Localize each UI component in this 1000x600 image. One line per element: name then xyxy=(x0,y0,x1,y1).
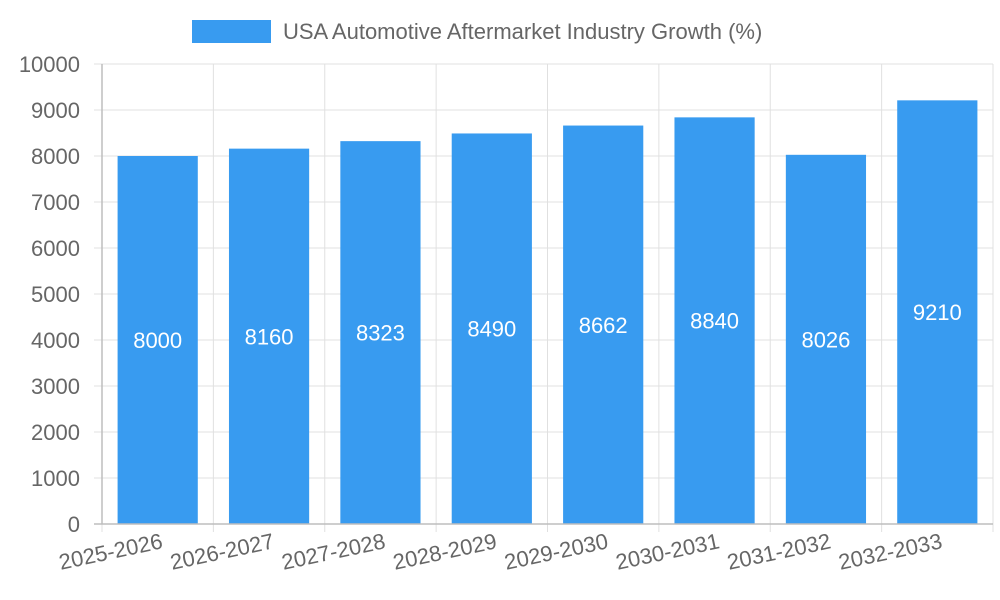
bar[interactable] xyxy=(117,156,198,524)
bar[interactable] xyxy=(674,117,755,525)
bar-value-label: 8840 xyxy=(690,309,739,334)
bar[interactable] xyxy=(897,100,978,524)
x-axis-tick-labels: 2025-2026 2026-2027 2027-2028 2028-2029 2029… xyxy=(57,528,945,574)
bar-value-label: 8160 xyxy=(245,324,294,349)
bar[interactable] xyxy=(563,125,644,524)
bar-value-label: 8323 xyxy=(356,321,405,346)
y-tick-label: 10000 xyxy=(19,52,80,77)
x-tick-label: 2026-2027 xyxy=(168,528,276,574)
bar[interactable] xyxy=(451,133,532,524)
y-tick-label: 9000 xyxy=(31,98,80,123)
bar[interactable] xyxy=(228,148,310,524)
bar-value-label: 9210 xyxy=(913,300,962,325)
bar-value-label: 8026 xyxy=(801,327,850,352)
x-tick-label: 2028-2029 xyxy=(391,528,499,574)
legend-swatch xyxy=(192,20,271,43)
y-tick-label: 2000 xyxy=(31,420,80,445)
y-axis-tick-labels: 0 1000 2000 3000 4000 5000 6000 7000 8000 9000 100… xyxy=(19,52,80,537)
data-labels: 8000 8160 8323 8490 8662 8840 8026 9210 xyxy=(133,300,962,353)
legend[interactable]: USA Automotive Aftermarket Industry Grow… xyxy=(192,19,762,44)
legend-label: USA Automotive Aftermarket Industry Grow… xyxy=(283,19,762,44)
y-tick-label: 3000 xyxy=(31,374,80,399)
x-tick-label: 2029-2030 xyxy=(502,528,610,574)
x-tick-label: 2027-2028 xyxy=(279,528,387,574)
y-tick-label: 7000 xyxy=(31,190,80,215)
y-tick-label: 5000 xyxy=(31,282,80,307)
bar[interactable] xyxy=(340,141,421,524)
bar-value-label: 8490 xyxy=(467,317,516,342)
y-tick-label: 4000 xyxy=(31,328,80,353)
bar[interactable] xyxy=(785,154,867,524)
bar-value-label: 8662 xyxy=(579,313,628,338)
bars xyxy=(117,100,978,525)
y-tick-label: 0 xyxy=(68,512,80,537)
y-tick-label: 8000 xyxy=(31,144,80,169)
y-tick-label: 6000 xyxy=(31,236,80,261)
bar-value-label: 8000 xyxy=(133,328,182,353)
y-tick-label: 1000 xyxy=(31,466,80,491)
x-tick-label: 2031-2032 xyxy=(725,528,833,574)
axes xyxy=(94,64,993,525)
x-tick-label: 2030-2031 xyxy=(613,528,721,574)
x-tick-label: 2032-2033 xyxy=(836,528,944,574)
